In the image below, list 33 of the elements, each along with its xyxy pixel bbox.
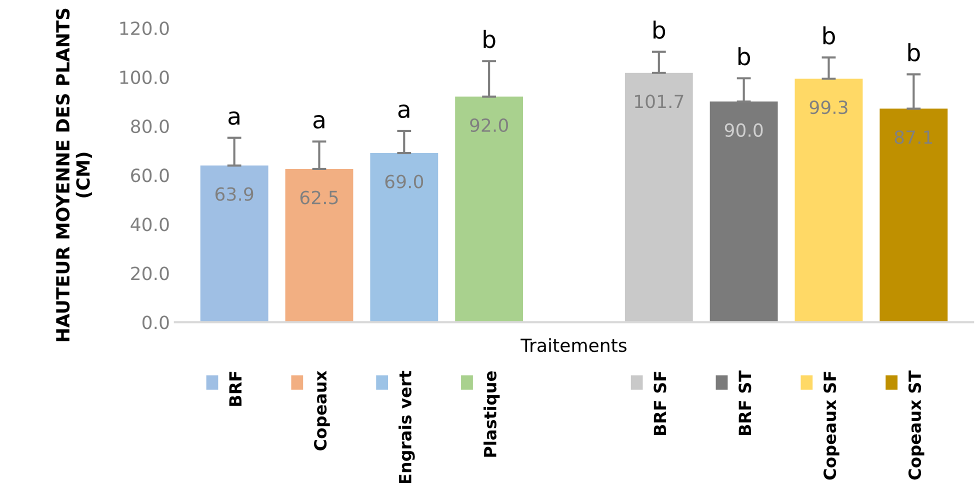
text: BRF SF bbox=[654, 372, 666, 436]
annotation: a bbox=[313, 115, 324, 129]
text: BRF ST bbox=[738, 370, 752, 436]
y-tick-label: 0.0 bbox=[142, 316, 169, 330]
annotation: b bbox=[484, 30, 496, 48]
annotation: b bbox=[738, 47, 750, 66]
y-tick-label: 120.0 bbox=[120, 21, 169, 36]
y-tick-label: 100.0 bbox=[120, 70, 169, 84]
data-label: 99.3 bbox=[810, 100, 848, 114]
data-label: 63.9 bbox=[215, 187, 254, 201]
data-label: 101.7 bbox=[635, 94, 684, 108]
annotation: b bbox=[654, 20, 666, 39]
data-label: 87.1 bbox=[894, 130, 932, 144]
legend-label: BRF bbox=[229, 372, 242, 406]
text: Copeaux bbox=[314, 370, 330, 450]
text: Engrais vert bbox=[398, 370, 415, 483]
annotation: b bbox=[908, 43, 920, 62]
text: Copeaux ST bbox=[908, 370, 924, 480]
data-label: 69.0 bbox=[385, 174, 424, 188]
y-tick-label: 60.0 bbox=[131, 168, 169, 182]
text: Plastique bbox=[484, 371, 500, 457]
x-axis-title: Traitements bbox=[520, 338, 626, 352]
annotation: a bbox=[228, 111, 240, 125]
y-axis-title: HAUTEUR MOYENNE DES PLANTS (CM) bbox=[56, 8, 92, 342]
text: Copeaux SF bbox=[824, 372, 840, 480]
data-label: 62.5 bbox=[300, 190, 338, 204]
y-tick-label: 20.0 bbox=[131, 266, 169, 280]
y-tick-label: 80.0 bbox=[131, 120, 169, 134]
data-label: 92.0 bbox=[470, 118, 508, 132]
annotation: b bbox=[823, 26, 835, 45]
y-tick-label: 40.0 bbox=[130, 218, 169, 232]
annotation: a bbox=[398, 104, 410, 118]
data-label: 90.0 bbox=[724, 123, 763, 137]
